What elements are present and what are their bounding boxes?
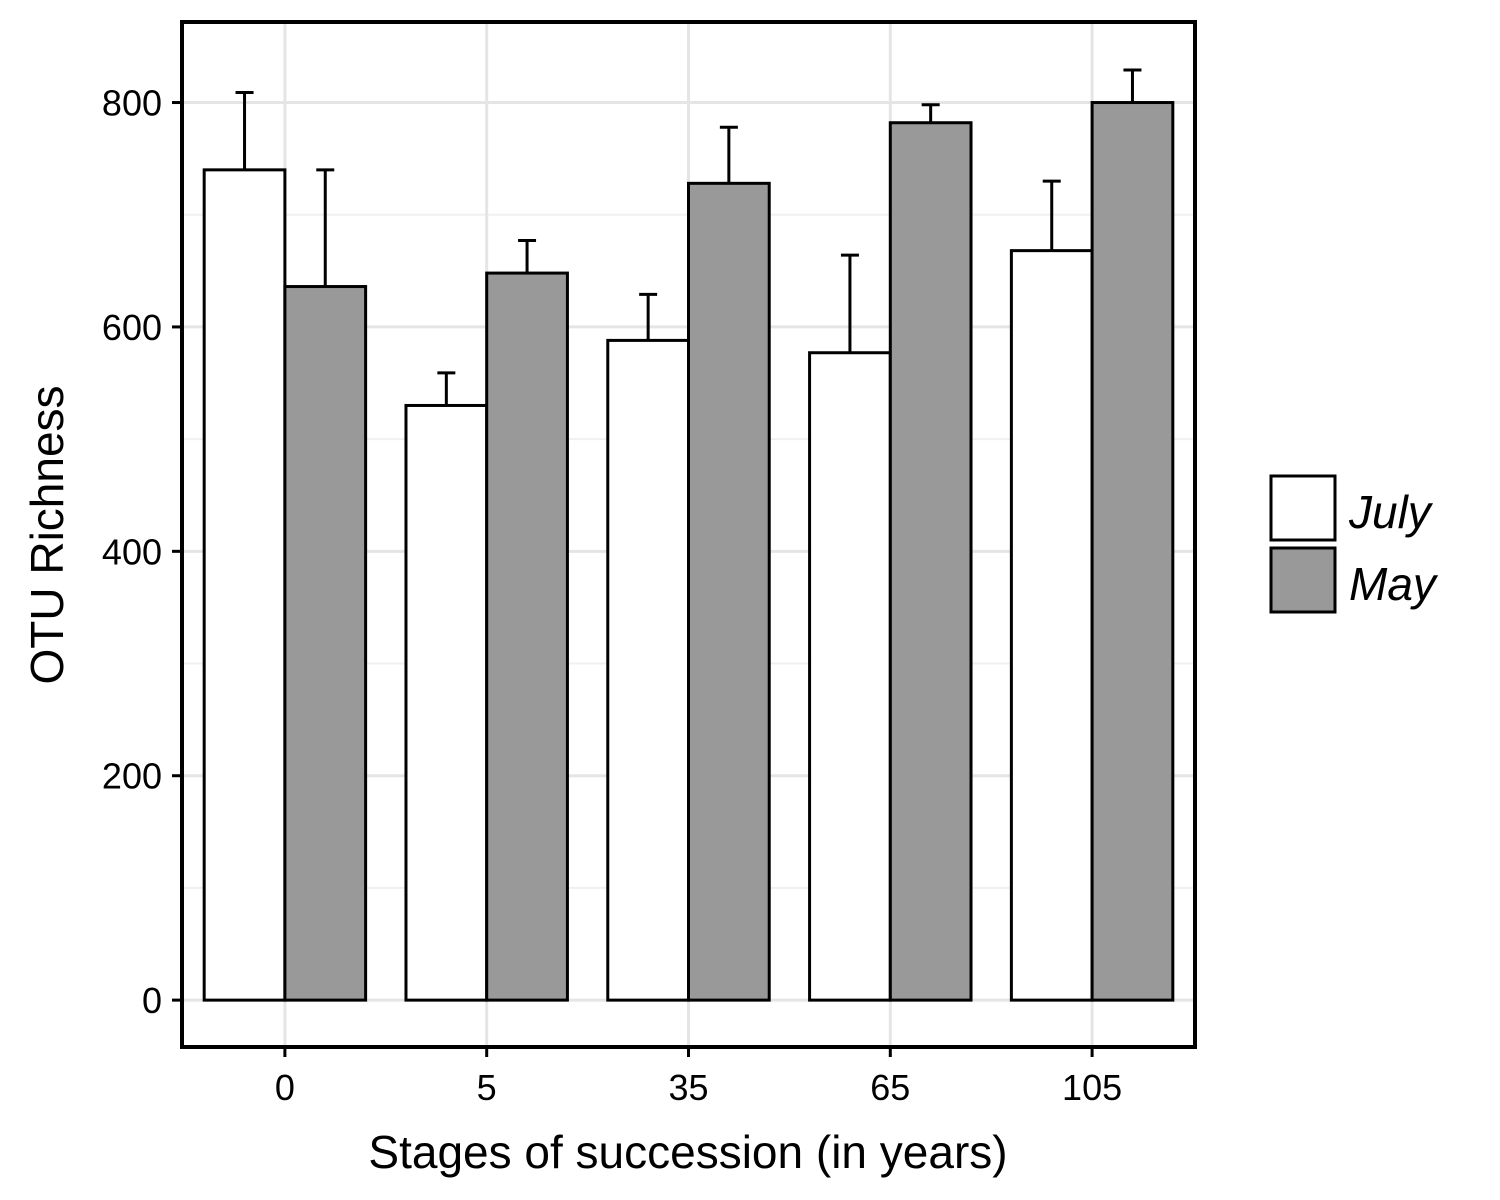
bar-july [404,403,489,1002]
y-tick-label: 0 [142,980,162,1021]
x-tick-label: 5 [477,1067,497,1108]
error-bars [235,68,1142,406]
x-axis: 0 5 35 65 105 [275,1047,1122,1108]
legend-label-july: July [1348,486,1434,538]
bar-july [202,168,287,1002]
x-axis-title: Stages of succession (in years) [368,1126,1007,1178]
legend-key-may [1269,546,1337,614]
y-tick-label: 400 [102,531,162,572]
bar-july [606,338,691,1002]
bar-may [687,181,771,1002]
y-axis-title: OTU Richness [21,385,73,684]
x-tick-label: 65 [870,1067,910,1108]
bar-may [485,271,569,1002]
y-axis: 0 200 400 600 800 [102,83,182,1021]
y-tick-label: 200 [102,756,162,797]
bar-may [283,285,368,1002]
legend-key-july [1269,474,1337,542]
legend-label-may: May [1349,558,1439,610]
x-tick-label: 35 [668,1067,708,1108]
bar-may [888,121,973,1002]
bars [202,101,1175,1002]
legend: July May [1269,474,1439,614]
y-tick-label: 600 [102,307,162,348]
x-tick-label: 0 [275,1067,295,1108]
y-tick-label: 800 [102,83,162,124]
x-tick-label: 105 [1062,1067,1122,1108]
bar-may [1090,101,1175,1002]
bar-july [808,351,892,1002]
bar-july [1009,249,1094,1002]
